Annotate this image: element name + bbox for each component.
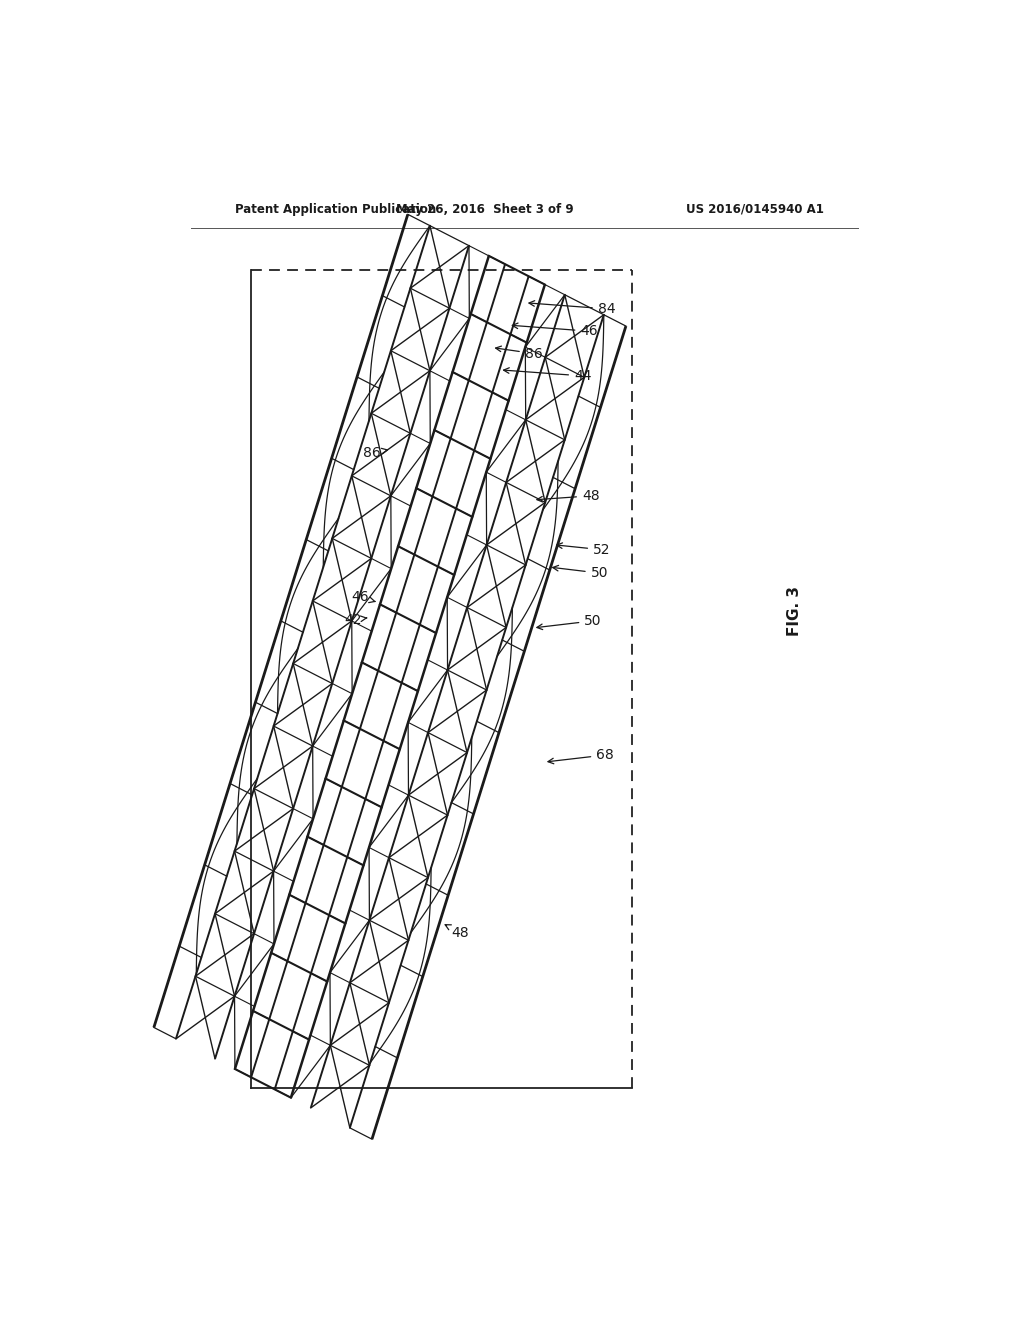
Text: Patent Application Publication: Patent Application Publication: [236, 203, 436, 215]
Text: 42: 42: [344, 612, 367, 627]
Text: 44: 44: [504, 368, 592, 383]
Text: 48: 48: [445, 925, 469, 940]
Text: 84: 84: [529, 301, 615, 315]
Text: US 2016/0145940 A1: US 2016/0145940 A1: [686, 203, 824, 215]
Text: 48: 48: [537, 488, 600, 503]
Text: 86: 86: [362, 446, 387, 461]
Text: May 26, 2016  Sheet 3 of 9: May 26, 2016 Sheet 3 of 9: [396, 203, 573, 215]
Text: 46: 46: [512, 323, 598, 338]
Text: 50: 50: [553, 565, 608, 579]
Text: 46: 46: [352, 590, 375, 605]
Text: 52: 52: [557, 543, 610, 557]
Text: 50: 50: [537, 614, 602, 630]
Text: 86: 86: [496, 346, 543, 360]
Text: FIG. 3: FIG. 3: [787, 586, 802, 636]
Text: 68: 68: [548, 748, 614, 764]
